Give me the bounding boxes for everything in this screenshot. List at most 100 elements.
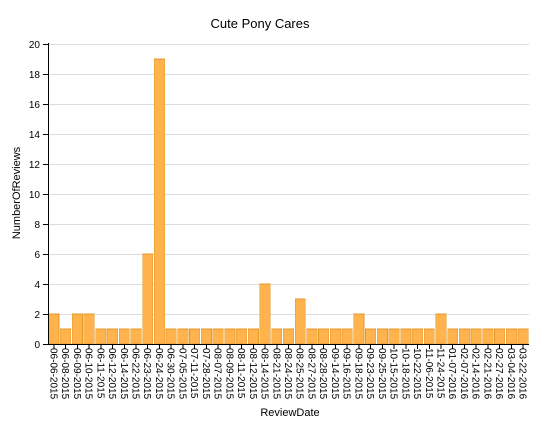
x-axis-label: ReviewDate	[260, 407, 319, 419]
x-tick-label: 06-11-2015	[94, 348, 105, 399]
x-tick-label: 11-06-2015	[423, 348, 434, 399]
x-tick-label: 02-07-2016	[458, 348, 469, 400]
y-tick-label: 10	[29, 190, 41, 201]
bar-08-07-2015	[212, 328, 224, 345]
bar-08-11-2015	[236, 328, 248, 345]
y-tick-label: 8	[34, 220, 40, 231]
bar-06-10-2015	[83, 313, 95, 345]
y-tick-label: 20	[29, 40, 41, 51]
x-tick-label: 06-30-2015	[165, 348, 176, 400]
y-axis-ticks: 0 2 4 6 8 10 12 14 16 18 20	[29, 40, 48, 351]
x-tick-label: 06-09-2015	[71, 348, 82, 400]
x-tick-label: 09-14-2015	[329, 348, 340, 400]
bar-09-14-2015	[329, 328, 341, 345]
bar-11-24-2015	[435, 313, 447, 345]
x-tick-label: 06-12-2015	[106, 348, 117, 400]
bar-06-06-2015	[48, 313, 60, 345]
x-tick-label: 07-11-2015	[188, 348, 199, 399]
x-tick-label: 06-22-2015	[129, 348, 140, 400]
y-tick-label: 2	[34, 310, 40, 321]
x-tick-label: 09-25-2015	[376, 348, 387, 400]
y-tick-label: 4	[34, 280, 40, 291]
y-axis-label: NumberOfReviews	[11, 146, 23, 239]
x-tick-label: 06-06-2015	[47, 348, 58, 400]
bars	[48, 58, 529, 345]
bar-06-14-2015	[118, 328, 130, 345]
bar-02-14-2016	[470, 328, 482, 345]
x-tick-label: 06-23-2015	[141, 348, 152, 400]
y-tick-label: 0	[34, 340, 40, 351]
x-tick-label: 08-27-2015	[305, 348, 316, 400]
bar-06-09-2015	[71, 313, 83, 345]
x-tick-label: 02-27-2016	[493, 348, 504, 400]
x-tick-label: 08-07-2015	[212, 348, 223, 400]
x-tick-label: 10-15-2015	[388, 348, 399, 400]
bar-08-09-2015	[224, 328, 236, 345]
bar-03-22-2016	[517, 328, 529, 345]
x-tick-label: 06-10-2015	[83, 348, 94, 400]
x-tick-label: 09-23-2015	[364, 348, 375, 400]
y-tick-label: 18	[29, 70, 41, 81]
bar-11-06-2015	[423, 328, 435, 345]
bar-07-28-2015	[200, 328, 212, 345]
x-tick-label: 09-16-2015	[341, 348, 352, 400]
axes	[48, 43, 529, 345]
bar-10-18-2015	[400, 328, 412, 345]
bar-09-25-2015	[376, 328, 388, 345]
bar-09-18-2015	[353, 313, 365, 345]
bar-06-11-2015	[95, 328, 107, 345]
x-tick-label: 08-09-2015	[223, 348, 234, 400]
x-tick-label: 02-14-2016	[470, 348, 481, 400]
bar-02-21-2016	[482, 328, 494, 345]
bar-07-11-2015	[189, 328, 201, 345]
bar-09-23-2015	[365, 328, 377, 345]
bar-06-30-2015	[165, 328, 177, 345]
x-tick-label: 08-21-2015	[270, 348, 281, 400]
y-tick-label: 14	[29, 130, 41, 141]
x-tick-label: 10-22-2015	[411, 348, 422, 400]
grid-lines	[48, 44, 529, 315]
bar-06-08-2015	[60, 328, 72, 345]
bar-06-22-2015	[130, 328, 142, 345]
bar-02-27-2016	[494, 328, 506, 345]
x-tick-label: 03-22-2016	[517, 348, 528, 400]
x-tick-label: 06-14-2015	[118, 348, 129, 400]
x-tick-label: 08-28-2015	[317, 348, 328, 400]
x-tick-label: 07-28-2015	[200, 348, 211, 400]
x-tick-label: 02-21-2016	[481, 348, 492, 400]
x-tick-label: 03-04-2016	[505, 348, 516, 400]
bar-06-23-2015	[142, 253, 154, 345]
x-tick-label: 08-12-2015	[247, 348, 258, 400]
bar-10-15-2015	[388, 328, 400, 345]
bar-08-12-2015	[247, 328, 259, 345]
bar-08-25-2015	[294, 298, 306, 345]
x-tick-label: 06-24-2015	[153, 348, 164, 400]
x-tick-label: 07-05-2015	[176, 348, 187, 400]
x-tick-label: 08-11-2015	[235, 348, 246, 399]
chart-title: Cute Pony Cares	[211, 16, 310, 31]
bar-02-07-2016	[459, 328, 470, 345]
x-axis-ticks: 06-06-2015 06-08-2015 06-09-2015 06-10-2015…	[47, 344, 528, 400]
bar-08-28-2015	[318, 328, 330, 345]
bar-09-16-2015	[341, 328, 353, 345]
y-tick-label: 16	[29, 100, 41, 111]
y-tick-label: 6	[34, 250, 40, 261]
bar-07-05-2015	[177, 328, 189, 345]
bar-03-04-2016	[505, 328, 517, 345]
x-tick-label: 08-25-2015	[294, 348, 305, 400]
bar-06-24-2015	[153, 58, 165, 345]
x-tick-label: 10-18-2015	[399, 348, 410, 400]
x-tick-label: 09-18-2015	[352, 348, 363, 400]
bar-08-24-2015	[283, 328, 294, 345]
x-tick-label: 11-24-2015	[435, 348, 446, 399]
bar-08-14-2015	[259, 283, 271, 345]
x-tick-label: 08-24-2015	[282, 348, 293, 400]
bar-06-12-2015	[107, 328, 118, 345]
x-tick-label: 01-07-2016	[446, 348, 457, 400]
bar-08-27-2015	[306, 328, 318, 345]
y-tick-label: 12	[29, 160, 41, 171]
bar-10-22-2015	[412, 328, 424, 345]
x-tick-label: 06-08-2015	[59, 348, 70, 400]
bar-01-07-2016	[447, 328, 459, 345]
